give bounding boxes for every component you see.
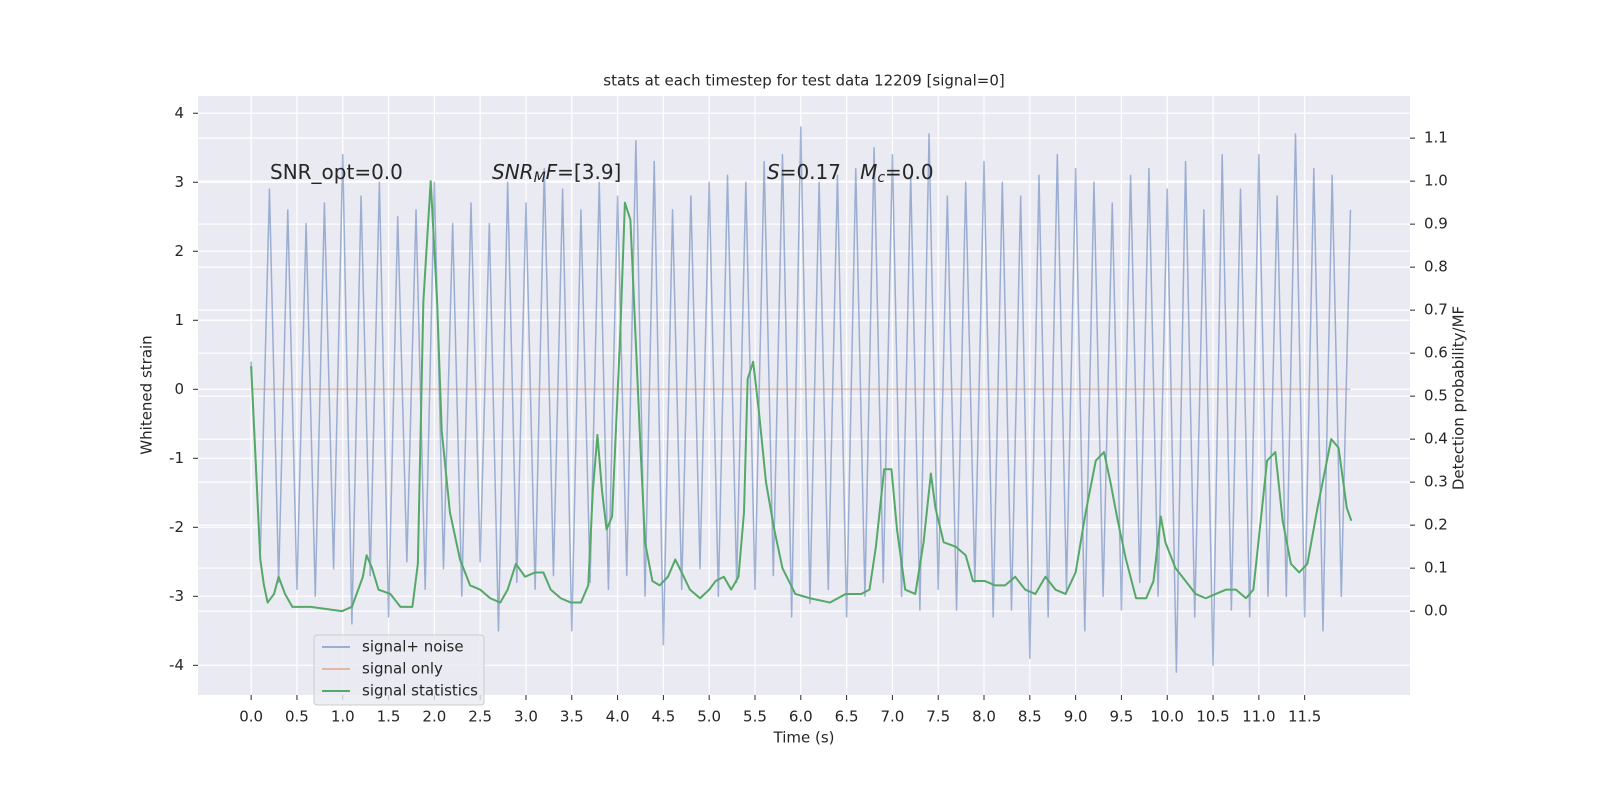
y2-tick-label: 1.0 <box>1424 172 1448 190</box>
annotation-part: S <box>767 160 780 184</box>
y-tick-label: 2 <box>174 242 184 260</box>
y2-tick-label: 0.8 <box>1424 258 1448 276</box>
x-tick-label: 5.5 <box>743 708 767 726</box>
legend-label: signal statistics <box>362 682 478 700</box>
x-tick-label: 11.0 <box>1242 708 1275 726</box>
annotation-part: F <box>546 160 558 184</box>
annotation-part: =0.17 <box>780 160 860 184</box>
y-tick-label: -1 <box>169 449 184 467</box>
y2-axis-label: Detection probability/MF <box>1450 306 1468 490</box>
y2-tick-label: 0.5 <box>1424 387 1448 405</box>
x-tick-label: 6.0 <box>789 708 813 726</box>
legend-box <box>313 634 485 706</box>
y2-tick-label: 0.6 <box>1424 344 1448 362</box>
y2-tick-label: 0.3 <box>1424 473 1448 491</box>
y2-tick-label: 0.1 <box>1424 559 1448 577</box>
y2-tick-label: 0.7 <box>1424 301 1448 319</box>
annotation-part: =0.0 <box>885 160 934 184</box>
chart-title: stats at each timestep for test data 122… <box>603 72 1004 90</box>
x-tick-label: 8.5 <box>1018 708 1042 726</box>
x-tick-label: 7.5 <box>926 708 950 726</box>
y-tick-label: 0 <box>174 380 184 398</box>
x-tick-label: 5.0 <box>697 708 721 726</box>
y2-tick-label: 1.1 <box>1424 129 1448 147</box>
x-tick-label: 2.0 <box>422 708 446 726</box>
x-tick-label: 9.5 <box>1109 708 1133 726</box>
x-tick-label: 10.5 <box>1196 708 1229 726</box>
x-tick-label: 1.0 <box>331 708 355 726</box>
y-tick-label: 1 <box>174 311 184 329</box>
y2-tick-label: 0.4 <box>1424 430 1448 448</box>
y2-tick-label: 0.9 <box>1424 215 1448 233</box>
x-tick-label: 3.0 <box>514 708 538 726</box>
y-tick-label: 3 <box>174 173 184 191</box>
x-tick-label: 10.0 <box>1151 708 1184 726</box>
x-tick-label: 4.5 <box>651 708 675 726</box>
legend: signal+ noise signal only signal statistic… <box>313 634 485 706</box>
x-tick-label: 3.5 <box>560 708 584 726</box>
y2-tick-label: 0.0 <box>1424 602 1448 620</box>
x-tick-label: 1.5 <box>377 708 401 726</box>
x-tick-label: 0.5 <box>285 708 309 726</box>
x-tick-label: 11.5 <box>1288 708 1321 726</box>
x-tick-label: 2.5 <box>468 708 492 726</box>
y2-tick-label: 0.2 <box>1424 516 1448 534</box>
annotation-part: SNR <box>492 160 534 184</box>
annotation-part: M <box>534 170 546 186</box>
x-tick-label: 8.0 <box>972 708 996 726</box>
legend-label: signal only <box>362 660 443 678</box>
x-tick-label: 9.0 <box>1064 708 1088 726</box>
x-tick-label: 4.0 <box>606 708 630 726</box>
annotation-part: c <box>877 170 885 186</box>
annotation: SNR_opt=0.0 <box>270 160 403 184</box>
x-tick-label: 7.0 <box>880 708 904 726</box>
series-line <box>250 126 1352 673</box>
labels: 0.0 0.5 1.0 1.5 2.0 2.5 3.0 3.5 4.0 4.5 5.0 5.5 6.0 6… <box>169 104 1448 726</box>
series-line <box>250 180 1353 613</box>
marks <box>250 126 1353 673</box>
y-tick-label: 4 <box>174 104 184 122</box>
x-axis-label: Time (s) <box>773 729 835 747</box>
y-tick-label: -3 <box>169 587 184 605</box>
legend-label: signal+ noise <box>362 638 464 656</box>
x-tick-label: 0.0 <box>239 708 263 726</box>
x-tick-label: 6.5 <box>835 708 859 726</box>
annotation-part: SNR_opt=0.0 <box>270 160 403 184</box>
annotation-part: =[3.9] <box>557 160 621 184</box>
annotation: S=0.17 Mc=0.0 <box>767 160 934 187</box>
y-axis-label: Whitened strain <box>138 335 156 454</box>
y-tick-label: -2 <box>169 518 184 536</box>
annotation-part: M <box>860 160 877 184</box>
y-tick-label: -4 <box>169 656 184 674</box>
annotation: SNRMF=[3.9] <box>492 160 621 187</box>
